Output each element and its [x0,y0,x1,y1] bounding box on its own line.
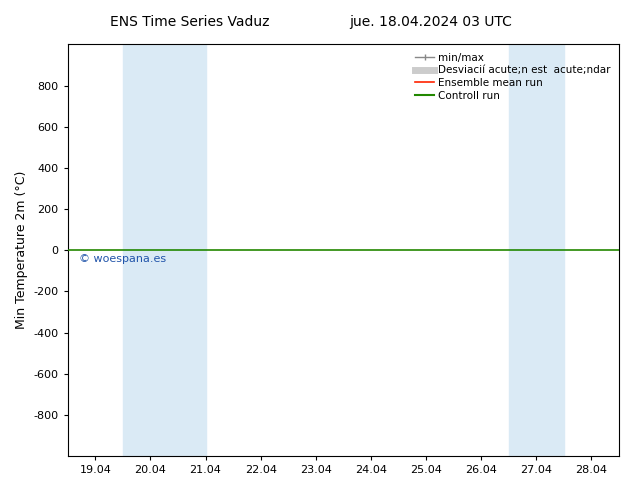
Text: jue. 18.04.2024 03 UTC: jue. 18.04.2024 03 UTC [350,15,512,29]
Text: ENS Time Series Vaduz: ENS Time Series Vaduz [110,15,270,29]
Text: © woespana.es: © woespana.es [79,254,166,264]
Y-axis label: Min Temperature 2m (°C): Min Temperature 2m (°C) [15,171,28,329]
Bar [123,45,205,456]
Legend: min/max, Desviacií acute;n est  acute;ndar, Ensemble mean run, Controll run: min/max, Desviacií acute;n est acute;nda… [412,49,614,104]
Bar [508,45,564,456]
